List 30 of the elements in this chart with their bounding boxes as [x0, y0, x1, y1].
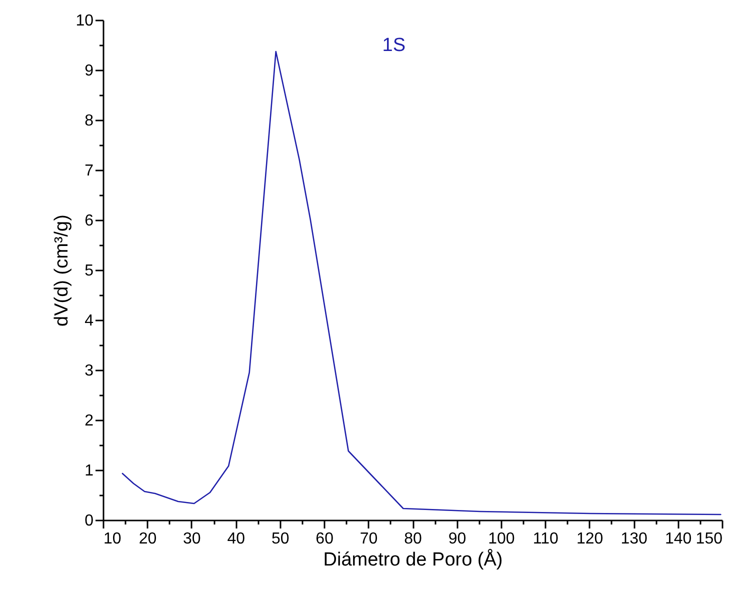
y-tick-label: 9	[84, 62, 94, 80]
x-tick-label: 150	[696, 530, 723, 548]
y-axis-title: dV(d) (cm³/g)	[52, 214, 73, 326]
x-tick-label: 80	[404, 530, 422, 548]
text: 1S	[382, 35, 406, 56]
x-tick-label: 70	[360, 530, 378, 548]
y-tick-label: 7	[84, 162, 94, 180]
y-tick-label: 5	[84, 262, 94, 280]
y-tick-label: 8	[84, 112, 94, 130]
x-tick-label: 110	[532, 530, 558, 548]
y-tick-label: 10	[76, 12, 94, 30]
y-tick-label: 0	[84, 512, 94, 530]
y-tick-label: 1	[84, 462, 94, 480]
x-axis-title: Diámetro de Poro (Å)	[323, 548, 503, 570]
y-tick-label: 4	[84, 312, 94, 330]
x-tick-label: 100	[488, 530, 515, 548]
x-tick-label: 20	[138, 530, 157, 548]
line-series	[122, 50, 722, 516]
x-tick-label: 60	[316, 530, 334, 548]
x-tick-label: 30	[183, 530, 201, 548]
x-tick-label: 10	[104, 530, 122, 548]
x-tick-label: 50	[271, 530, 290, 548]
x-tick-label: 140	[664, 530, 692, 548]
x-tick-label: 90	[448, 530, 466, 548]
x-tick-label: 120	[576, 530, 604, 548]
y-tick-label: 2	[84, 412, 94, 430]
y-tick-label: 6	[84, 212, 94, 230]
x-tick-label: 40	[227, 530, 246, 548]
y-tick-label: 3	[84, 362, 94, 380]
x-tick-label: 130	[620, 530, 648, 548]
